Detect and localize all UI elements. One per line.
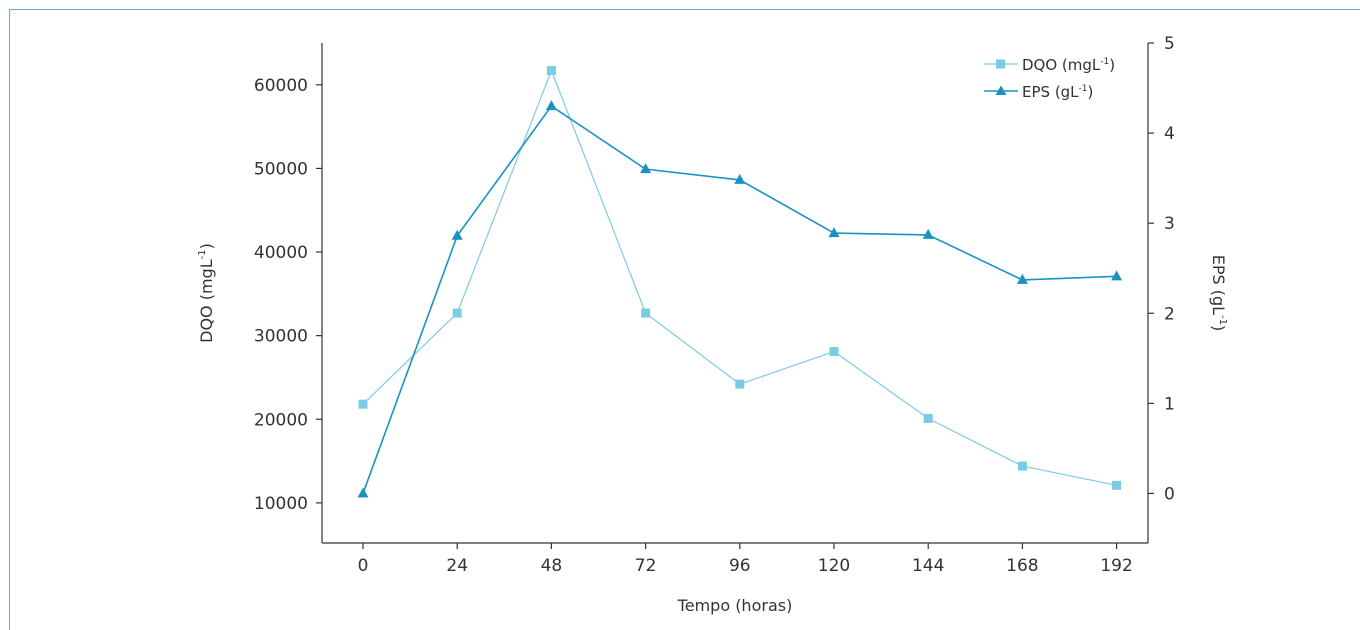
x-tick-label: 144	[912, 556, 944, 576]
left-y-axis-title-close: )	[197, 243, 216, 249]
left-y-axis-title-sup: -1	[197, 249, 208, 259]
legend-eps-label-sup: -1	[1079, 84, 1088, 94]
series-layer	[357, 66, 1123, 498]
dqo-data-point	[358, 399, 368, 409]
dqo-data-point	[923, 413, 933, 423]
legend-dqo-label-close: )	[1109, 56, 1115, 74]
dqo-data-point	[452, 308, 462, 318]
right-y-tick-label: 3	[1164, 214, 1175, 234]
right-y-axis-title-sup: -1	[1217, 315, 1228, 325]
right-y-axis-title: EPS (gL-1)	[1209, 255, 1228, 332]
series-line	[362, 104, 1117, 494]
right-y-tick-label: 1	[1164, 394, 1175, 414]
x-tick-label: 24	[446, 556, 468, 576]
right-y-axis-ticks: 0 1 2 3 4 5	[1148, 34, 1175, 504]
x-axis-ticks: 0 24 48 72 96 120 144 168 192	[358, 543, 1133, 576]
x-tick-label: 96	[729, 556, 751, 576]
left-y-tick-label: 30000	[254, 327, 308, 347]
eps-data-point	[640, 163, 652, 174]
x-tick-label: 72	[635, 556, 657, 576]
eps-data-point	[734, 173, 746, 184]
legend-eps-label-close: )	[1088, 83, 1094, 101]
x-tick-label: 0	[358, 556, 369, 576]
dqo-data-point	[1112, 480, 1122, 490]
dqo-data-point	[546, 66, 556, 76]
dqo-data-point	[641, 308, 651, 318]
left-y-tick-label: 60000	[254, 76, 308, 96]
eps-data-point	[451, 229, 463, 240]
legend-dqo-label-sup: -1	[1100, 57, 1109, 67]
left-y-tick-label: 10000	[254, 494, 308, 514]
left-y-axis-title-main: DQO (mgL	[197, 259, 216, 343]
right-y-tick-label: 5	[1164, 34, 1175, 54]
x-tick-label: 48	[541, 556, 563, 576]
dqo-data-point	[735, 379, 745, 389]
series-line	[362, 68, 1117, 486]
left-y-axis-title: DQO (mgL-1)	[197, 243, 216, 343]
x-tick-label: 168	[1006, 556, 1038, 576]
right-y-tick-label: 4	[1164, 124, 1175, 144]
legend-dqo-label: DQO (mgL-1)	[1022, 56, 1115, 74]
eps-data-point	[1111, 270, 1123, 281]
eps-data-point	[1016, 273, 1028, 284]
right-y-tick-label: 0	[1164, 484, 1175, 504]
eps-data-point	[357, 487, 369, 498]
left-y-tick-label: 50000	[254, 159, 308, 179]
eps-data-point	[545, 100, 557, 111]
figure-frame	[9, 9, 1360, 630]
x-axis-title: Tempo (horas)	[677, 596, 793, 615]
series-eps	[357, 100, 1123, 498]
right-y-axis-title-close: )	[1209, 325, 1228, 331]
legend-eps-label: EPS (gL-1)	[1022, 83, 1093, 101]
right-y-tick-label: 2	[1164, 304, 1175, 324]
x-tick-label: 192	[1100, 556, 1132, 576]
legend-eps-label-main: EPS (gL	[1022, 83, 1079, 101]
eps-data-point	[828, 227, 840, 238]
legend-eps-marker	[995, 85, 1007, 95]
legend-dqo-label-main: DQO (mgL	[1022, 56, 1101, 74]
dqo-data-point	[829, 347, 839, 357]
eps-data-point	[922, 228, 934, 239]
right-y-axis-title-main: EPS (gL	[1209, 255, 1228, 315]
dqo-data-point	[1017, 461, 1027, 471]
left-y-axis-ticks: 10000 20000 30000 40000 50000 60000	[254, 76, 322, 514]
legend-dqo-marker	[996, 59, 1005, 69]
left-y-tick-label: 20000	[254, 410, 308, 430]
legend: DQO (mgL-1) EPS (gL-1)	[984, 56, 1115, 101]
series-dqo	[358, 66, 1122, 490]
left-y-tick-label: 40000	[254, 243, 308, 263]
x-tick-label: 120	[818, 556, 850, 576]
